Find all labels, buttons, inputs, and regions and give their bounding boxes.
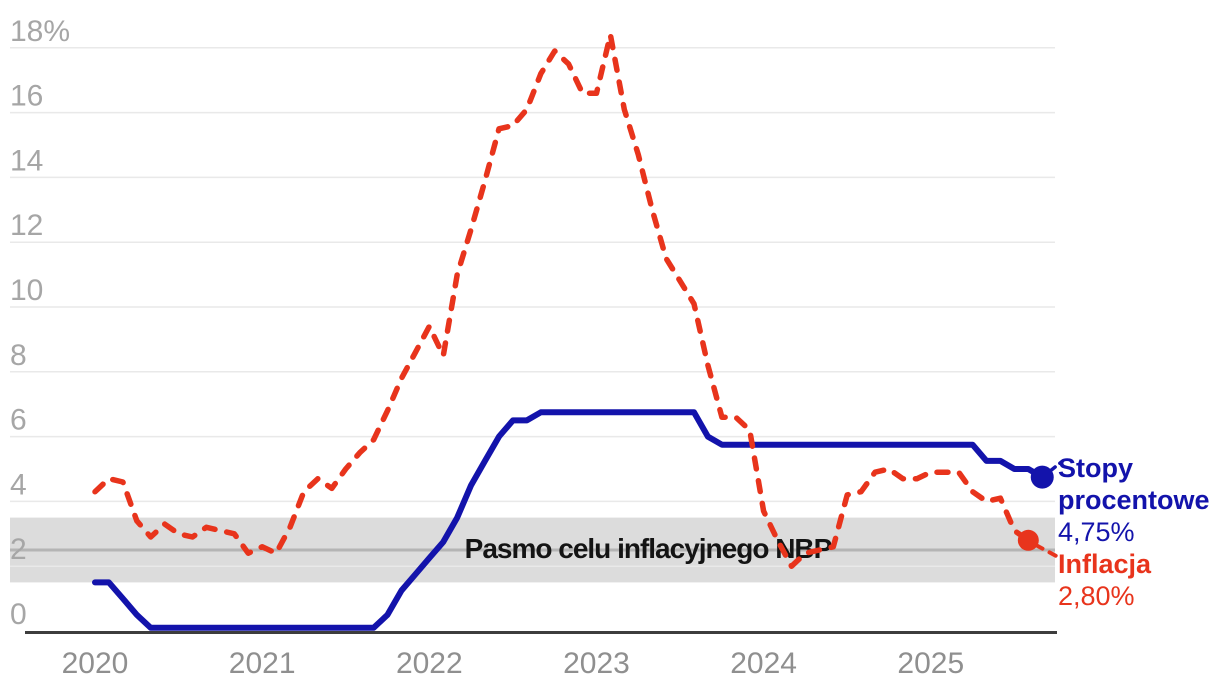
chart-underlay: 0 2 4 6 8 10 12 14 16 18% 2020 2021 2022 2023 2024 2025 [10,15,1057,680]
rates-end-dot [1030,465,1054,489]
y-tick-label: 14 [10,144,43,177]
x-tick-label: 2023 [563,647,630,680]
series-inflation-name: Inflacja [1058,549,1152,579]
x-tick-label: 2020 [62,647,129,680]
inflation-line [92,32,1032,569]
x-tick-label: 2021 [229,647,296,680]
x-tick-label: 2024 [730,647,797,680]
series-rates-name: Stopy procentowe [1058,453,1210,515]
y-tick-label: 18% [10,15,70,48]
x-tick-label: 2025 [897,647,964,680]
y-tick-label: 0 [10,598,27,631]
y-tick-label: 2 [10,533,27,566]
y-tick-label: 10 [10,274,43,307]
y-tick-label: 8 [10,339,27,372]
y-tick-label: 6 [10,404,27,437]
x-tick-label: 2022 [396,647,463,680]
rates-line [92,409,1046,631]
y-tick-label: 12 [10,209,43,242]
chart-overlay [92,32,1065,631]
series-end-labels: Stopy procentowe 4,75% Inflacja 2,80% [1058,452,1220,612]
y-tick-label: 16 [10,80,43,113]
y-tick-label: 4 [10,468,27,501]
series-rates-value: 4,75% [1058,517,1135,547]
inflation-leader-dash [1034,543,1065,562]
series-inflation-value: 2,80% [1058,581,1135,611]
rates-leader-dash [1049,460,1063,472]
target-band-annotation: Pasmo celu inflacyjnego NBP [465,533,832,564]
inflation-end-dot [1017,529,1039,551]
